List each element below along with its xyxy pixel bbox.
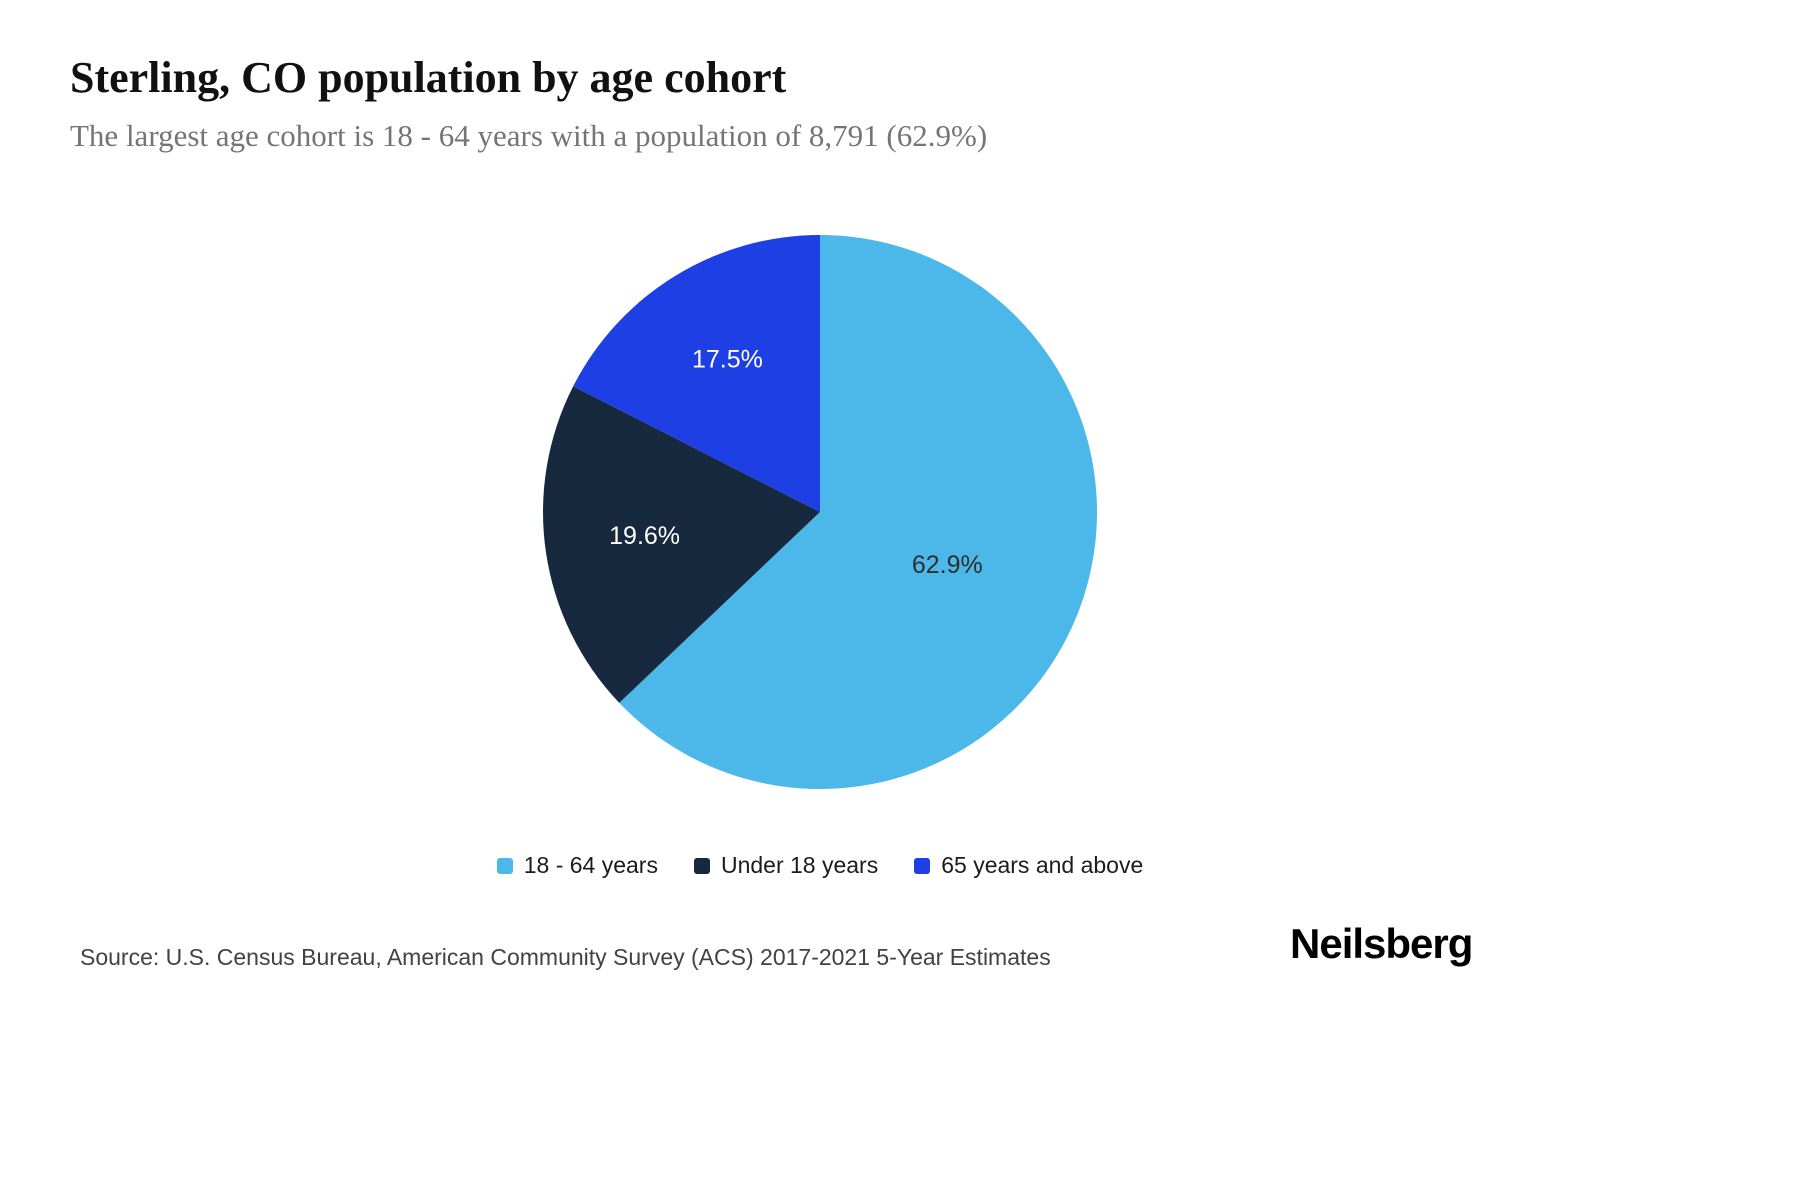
brand-logo: Neilsberg: [1290, 920, 1473, 967]
chart-title: Sterling, CO population by age cohort: [70, 53, 787, 102]
legend-label: 65 years and above: [941, 852, 1144, 878]
legend: 18 - 64 years Under 18 years 65 years and …: [470, 852, 1170, 879]
legend-item-1: Under 18 years: [693, 852, 879, 879]
legend-label: 18 - 64 years: [523, 852, 658, 878]
chart-subtitle: The largest age cohort is 18 - 64 years …: [70, 118, 988, 153]
pie-slice-label-1: 19.6%: [609, 522, 680, 550]
legend-swatch-icon: [496, 857, 513, 874]
pie-slice-label-0: 62.9%: [912, 551, 983, 579]
legend-swatch-icon: [914, 857, 931, 874]
source-note: Source: U.S. Census Bureau, American Com…: [80, 944, 1051, 970]
pie-slice-0: [619, 235, 1098, 789]
legend-swatch-icon: [693, 857, 710, 874]
legend-item-2: 65 years and above: [914, 852, 1143, 879]
pie-slice-1: [542, 386, 820, 703]
pie-slice-label-2: 17.5%: [692, 345, 763, 373]
pie-chart: 62.9% 19.6% 17.5%: [542, 235, 1098, 789]
legend-item-0: 18 - 64 years: [496, 852, 658, 879]
pie-slice-2: [573, 235, 820, 512]
legend-label: Under 18 years: [720, 852, 879, 878]
